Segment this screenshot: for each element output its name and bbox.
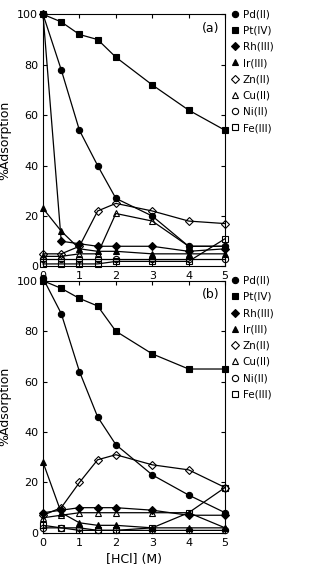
Legend: Pd(II), Pt(IV), Rh(III), Ir(III), Zn(II), Cu(II), Ni(II), Fe(III): Pd(II), Pt(IV), Rh(III), Ir(III), Zn(II)… — [232, 9, 273, 133]
X-axis label: [HCl] (M): [HCl] (M) — [106, 554, 162, 566]
Y-axis label: %Adsorption: %Adsorption — [0, 101, 12, 180]
Y-axis label: %Adsorption: %Adsorption — [0, 367, 12, 446]
X-axis label: [HCl] (M): [HCl] (M) — [106, 287, 162, 300]
Text: (a): (a) — [202, 22, 220, 35]
Legend: Pd(II), Pt(IV), Rh(III), Ir(III), Zn(II), Cu(II), Ni(II), Fe(III): Pd(II), Pt(IV), Rh(III), Ir(III), Zn(II)… — [232, 276, 273, 399]
Text: (b): (b) — [202, 288, 220, 301]
